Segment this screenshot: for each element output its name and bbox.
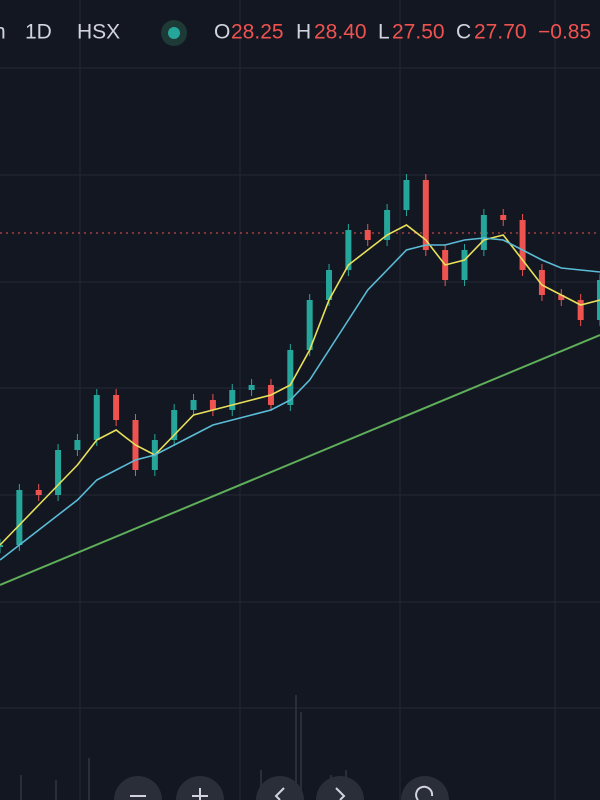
ohlc-key: C [456, 21, 471, 44]
interval: 1D [25, 21, 52, 44]
candle-body [248, 385, 255, 390]
moving-average-line [0, 237, 600, 561]
candle-body [480, 215, 487, 250]
candle-body [461, 250, 468, 280]
candle-body [345, 230, 352, 270]
toolbar [114, 776, 449, 800]
candle-body [403, 180, 410, 210]
candle-body [16, 490, 23, 545]
ohlc-value: 27.70 [474, 21, 527, 44]
scroll-left-button[interactable] [256, 776, 304, 800]
candle-body [93, 395, 100, 440]
candle-body [422, 180, 429, 250]
candle-body [384, 210, 391, 240]
candle-body [364, 230, 371, 240]
moving-average-line [0, 224, 600, 546]
ohlc-value: 28.25 [231, 21, 284, 44]
candle-body [287, 350, 294, 405]
reset-button[interactable] [401, 776, 449, 800]
header: n 1D HSX O 28.25 H 28.40 L 27.50 C 27.70… [0, 20, 591, 46]
candle-body [55, 450, 62, 495]
candle-body [74, 440, 81, 450]
ohlc-key: H [296, 21, 311, 44]
zoom-out-button[interactable] [114, 776, 162, 800]
change: −0.85 [538, 21, 591, 44]
candle-body [209, 400, 216, 410]
candle-body [190, 400, 197, 410]
candle-body [500, 215, 507, 220]
candle-body [229, 390, 236, 410]
ohlc-key: O [214, 21, 230, 44]
symbol: n [0, 21, 6, 44]
candle-body [558, 295, 565, 300]
candle-body [0, 545, 3, 547]
candle-body [171, 410, 178, 440]
scroll-right-button[interactable] [316, 776, 364, 800]
candle-body [577, 300, 584, 320]
trend-line [0, 334, 600, 586]
plot [0, 174, 600, 561]
ohlc-value: 27.50 [392, 21, 445, 44]
candle-body [35, 490, 42, 495]
candle-body [326, 270, 333, 300]
ohlc-value: 28.40 [314, 21, 367, 44]
candle-body [538, 270, 545, 295]
candle-body [113, 395, 120, 420]
candle-body [306, 300, 313, 350]
candle-body [519, 220, 526, 270]
exchange: HSX [77, 21, 120, 44]
ohlc-key: L [378, 21, 390, 44]
